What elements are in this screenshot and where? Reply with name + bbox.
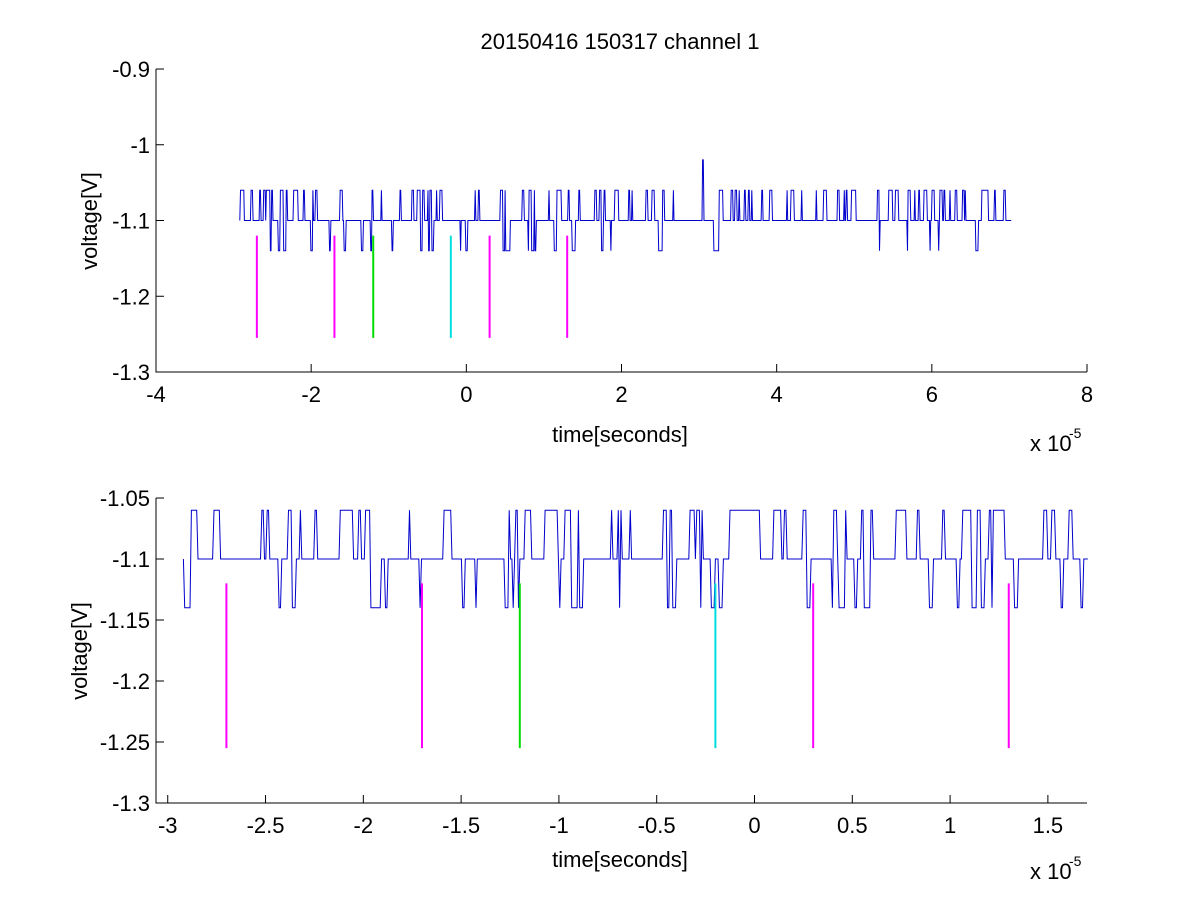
x-tick-label: 0.5 [837, 813, 868, 838]
top-axes-frame [155, 69, 1087, 373]
x-tick-label: -2 [354, 813, 374, 838]
x-tick-label: 0 [748, 813, 760, 838]
x-tick-label: 0 [460, 382, 472, 407]
bottom-x-exponent: -5 [1069, 853, 1082, 869]
y-tick-label: -1.3 [112, 360, 150, 385]
top-signal-line [239, 159, 1012, 252]
x-tick-label: -0.5 [638, 813, 676, 838]
x-tick-label: -2 [301, 382, 321, 407]
bottom-axes: -3 -2.5 -2 -1.5 -1 -0.5 0 0.5 1 1.5 -1.3 -1.25 -1.2… [67, 486, 1088, 884]
top-x-axis-label: time[seconds] [552, 422, 688, 447]
top-y-axis-label: voltage[V] [77, 172, 102, 270]
top-y-ticks: -1.3 -1.2 -1.1 -1 -0.9 [112, 57, 164, 385]
y-tick-label: -1.1 [112, 209, 150, 234]
x-tick-label: 1 [944, 813, 956, 838]
y-tick-label: -0.9 [112, 57, 150, 82]
bottom-x-ticks: -3 -2.5 -2 -1.5 -1 -0.5 0 0.5 1 1.5 [158, 795, 1063, 838]
x-tick-label: 8 [1081, 382, 1093, 407]
y-tick-label: -1.25 [100, 730, 150, 755]
bottom-y-axis-label: voltage[V] [67, 602, 92, 700]
x-tick-label: -3 [158, 813, 178, 838]
bottom-x-multiplier: x 10 [1030, 859, 1072, 884]
y-tick-label: -1.2 [112, 284, 150, 309]
x-tick-label: -1 [549, 813, 569, 838]
x-tick-label: 1.5 [1033, 813, 1064, 838]
bottom-x-axis-label: time[seconds] [552, 847, 688, 872]
top-markers [255, 235, 569, 338]
y-tick-label: -1.2 [112, 669, 150, 694]
bottom-markers [225, 583, 1010, 749]
bottom-axes-frame [155, 498, 1087, 804]
bottom-signal-line [182, 509, 1088, 609]
y-tick-label: -1.1 [112, 547, 150, 572]
x-tick-label: -4 [146, 382, 166, 407]
figure-title: 20150416 150317 channel 1 [481, 29, 760, 54]
top-x-multiplier: x 10 [1030, 431, 1072, 456]
y-tick-label: -1 [130, 133, 150, 158]
bottom-y-ticks: -1.3 -1.25 -1.2 -1.15 -1.1 -1.05 [100, 486, 164, 816]
x-tick-label: -2.5 [247, 813, 285, 838]
x-tick-label: 2 [615, 382, 627, 407]
x-tick-label: -1.5 [442, 813, 480, 838]
top-x-ticks: -4 -2 0 2 4 6 8 [146, 364, 1093, 407]
x-tick-label: 6 [926, 382, 938, 407]
top-axes: -4 -2 0 2 4 6 8 -1.3 -1.2 -1.1 -1 -0.9 time[second… [77, 57, 1093, 456]
y-tick-label: -1.15 [100, 608, 150, 633]
x-tick-label: 4 [771, 382, 783, 407]
y-tick-label: -1.05 [100, 486, 150, 511]
top-x-exponent: -5 [1069, 425, 1082, 441]
y-tick-label: -1.3 [112, 791, 150, 816]
